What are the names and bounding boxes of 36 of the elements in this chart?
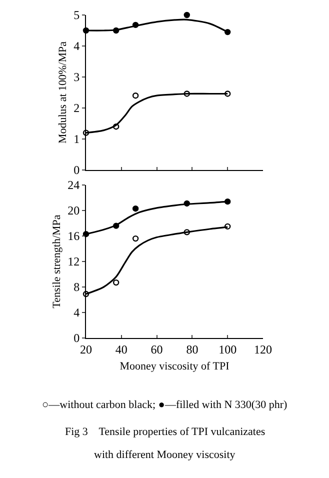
y-tick-label: 4 xyxy=(74,39,80,54)
x-tick-label: 40 xyxy=(115,342,128,356)
point xyxy=(224,223,231,230)
y-tick-label: 5 xyxy=(74,8,80,22)
y-axis-title: Tensile strength/MPa xyxy=(51,214,64,308)
y-tick-label: 20 xyxy=(68,204,80,218)
y-tick-label: 8 xyxy=(74,280,80,294)
y-tick-label: 16 xyxy=(68,229,80,244)
y-tick-label: 4 xyxy=(74,306,80,320)
point xyxy=(112,279,120,286)
y-tick-label: 2 xyxy=(74,101,80,116)
y-tick-label: 0 xyxy=(74,331,80,346)
x-tick-label: 100 xyxy=(218,342,237,356)
x-tick-label: 120 xyxy=(254,342,272,356)
y-tick-label: 0 xyxy=(74,163,80,178)
y-tick-label: 1 xyxy=(74,132,80,146)
point xyxy=(224,90,231,97)
y-tick-label: 12 xyxy=(68,254,80,269)
point xyxy=(82,290,90,298)
point xyxy=(184,90,190,97)
point xyxy=(112,124,120,130)
point xyxy=(132,235,139,242)
caption: Fig 3 Tensile properties of TPI vulcanizates xyxy=(65,426,266,438)
y-tick-label: 3 xyxy=(74,70,80,84)
point xyxy=(82,130,90,136)
y-tick-label: 24 xyxy=(68,178,80,192)
point xyxy=(132,92,139,99)
point xyxy=(184,12,190,18)
text: with different Mooney viscosity xyxy=(94,449,236,461)
point xyxy=(184,229,190,236)
point xyxy=(132,205,139,212)
text: ○—without carbon black; ●—filled with N 330(30 phr) xyxy=(42,399,288,411)
x-tick-label: 80 xyxy=(186,342,198,356)
y-axis-title: Modulus at 100%/MPa xyxy=(57,41,70,144)
x-axis-title: Mooney viscosity of TPI xyxy=(120,360,230,373)
x-tick-label: 60 xyxy=(150,342,163,356)
